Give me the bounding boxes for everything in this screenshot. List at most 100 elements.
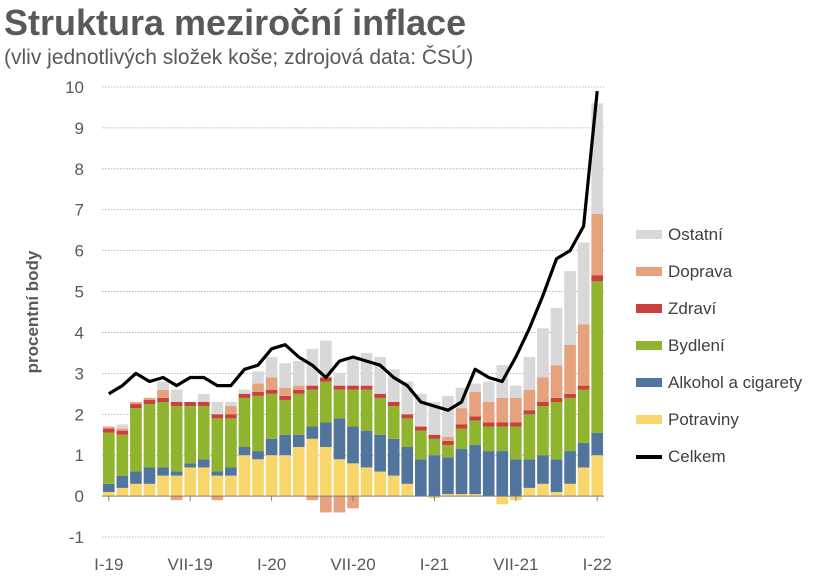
bar-ostatní <box>197 393 210 402</box>
bar-potraviny <box>564 483 576 497</box>
bar-alkohol-a-cigarety <box>292 434 305 447</box>
bar-potraviny <box>320 447 332 497</box>
chart-subtitle: (vliv jednotlivých složek koše; zdrojová… <box>4 46 474 69</box>
bar-ostatní <box>374 357 386 394</box>
bar-doprava <box>225 406 237 415</box>
bar-bydlení <box>496 426 509 452</box>
bar-potraviny <box>170 475 183 497</box>
bar-ostatní <box>225 402 237 407</box>
bar-zdraví <box>455 424 468 429</box>
bar-potraviny <box>469 494 481 497</box>
bar-doprava <box>211 496 224 501</box>
bar-zdraví <box>184 402 197 407</box>
bar-alkohol-a-cigarety <box>455 449 468 495</box>
bar-potraviny <box>116 487 129 497</box>
bar-ostatní <box>157 381 169 390</box>
bar-potraviny <box>333 459 346 497</box>
bar-zdraví <box>428 434 441 439</box>
bar-potraviny <box>537 483 549 497</box>
bar-ostatní <box>564 271 576 345</box>
legend-swatch <box>636 267 662 276</box>
bar-potraviny <box>591 455 604 497</box>
bar-bydlení <box>238 397 251 447</box>
bar-potraviny <box>292 447 305 497</box>
legend-item: Bydlení <box>636 327 802 364</box>
legend-label: Doprava <box>668 261 733 281</box>
bar-zdraví <box>442 440 454 445</box>
bar-ostatní <box>550 307 563 366</box>
bar-bydlení <box>333 389 346 419</box>
bar-bydlení <box>225 418 237 468</box>
bar-ostatní <box>252 371 264 384</box>
y-tick-label: 10 <box>65 78 84 97</box>
legend-item: Ostatní <box>636 216 802 253</box>
bar-potraviny <box>455 494 468 497</box>
bar-zdraví <box>496 422 509 427</box>
bar-potraviny <box>252 459 264 497</box>
bar-potraviny <box>523 487 536 497</box>
y-tick-label: 1 <box>75 446 84 465</box>
bar-zdraví <box>401 414 414 419</box>
bar-zdraví <box>320 377 332 382</box>
bar-zdraví <box>550 397 563 402</box>
bar-doprava <box>143 397 156 400</box>
bar-alkohol-a-cigarety <box>306 426 319 439</box>
bar-alkohol-a-cigarety <box>184 463 197 468</box>
bar-alkohol-a-cigarety <box>279 434 291 456</box>
bar-bydlení <box>428 438 441 456</box>
bar-ostatní <box>292 361 305 386</box>
bar-potraviny <box>130 483 142 497</box>
legend-item: Potraviny <box>636 401 802 438</box>
y-tick-label: 3 <box>75 364 84 383</box>
bar-doprava <box>591 213 604 276</box>
bar-doprava <box>252 383 264 392</box>
bar-zdraví <box>130 404 142 409</box>
bar-bydlení <box>577 389 590 443</box>
bar-doprava <box>157 389 169 398</box>
bar-alkohol-a-cigarety <box>252 451 264 460</box>
bar-alkohol-a-cigarety <box>523 459 536 488</box>
bar-doprava <box>537 377 549 402</box>
bar-zdraví <box>564 393 576 398</box>
bar-potraviny <box>374 471 386 497</box>
bar-doprava <box>577 324 590 386</box>
legend-item: Zdraví <box>636 290 802 327</box>
bar-bydlení <box>211 418 224 472</box>
bar-alkohol-a-cigarety <box>157 467 169 476</box>
bar-potraviny <box>225 475 237 497</box>
bar-alkohol-a-cigarety <box>387 438 400 476</box>
bar-zdraví <box>415 426 427 431</box>
bar-alkohol-a-cigarety <box>102 483 115 492</box>
bar-ostatní <box>428 402 441 435</box>
y-axis-label: procentní body <box>23 250 42 373</box>
bar-ostatní <box>577 242 590 325</box>
bar-zdraví <box>347 385 359 390</box>
bar-alkohol-a-cigarety <box>170 471 183 476</box>
bar-bydlení <box>157 402 169 468</box>
bar-zdraví <box>211 414 224 419</box>
bar-potraviny <box>102 492 115 497</box>
y-tick-label: 2 <box>75 405 84 424</box>
bar-bydlení <box>415 430 427 460</box>
bar-ostatní <box>387 369 400 402</box>
bar-ostatní <box>320 340 332 378</box>
bar-potraviny <box>265 455 278 497</box>
bar-zdraví <box>360 385 373 390</box>
bar-bydlení <box>509 426 522 460</box>
bar-ostatní <box>116 424 129 429</box>
bar-zdraví <box>102 428 115 433</box>
y-tick-label: -1 <box>69 528 84 547</box>
bar-bydlení <box>130 408 142 472</box>
bar-alkohol-a-cigarety <box>143 467 156 484</box>
y-tick-label: 9 <box>75 119 84 138</box>
legend-label: Ostatní <box>668 224 723 244</box>
bar-alkohol-a-cigarety <box>577 442 590 468</box>
bar-potraviny <box>238 455 251 497</box>
legend-item: Celkem <box>636 438 802 475</box>
bar-bydlení <box>184 406 197 464</box>
bar-ostatní <box>523 357 536 390</box>
bar-doprava <box>564 344 576 394</box>
bar-bydlení <box>564 397 576 452</box>
bar-alkohol-a-cigarety <box>130 471 142 484</box>
